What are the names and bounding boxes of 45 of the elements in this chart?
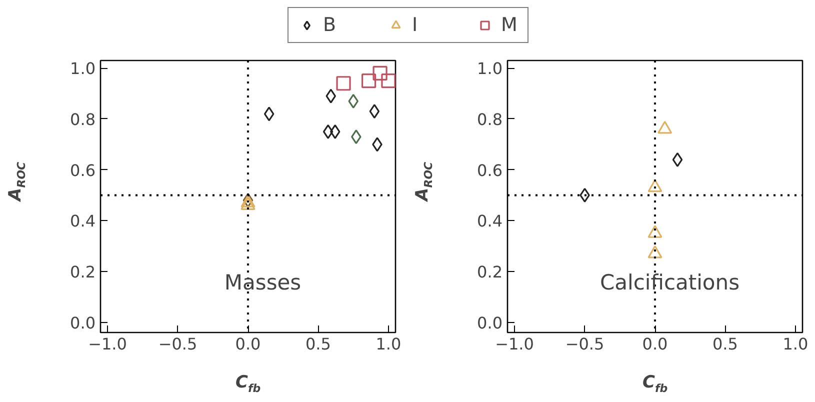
point [362, 74, 376, 88]
y-tick-label: 0.0 [477, 313, 503, 332]
y-tick-label: 0.0 [70, 313, 96, 332]
y-tick-label: 1.0 [477, 59, 503, 78]
annotation: Calcifications [600, 270, 740, 294]
point [330, 124, 340, 139]
point [336, 76, 351, 91]
y-axis-title: AROC [412, 162, 435, 203]
x-tick-label: −0.5 [565, 334, 604, 354]
point [348, 94, 358, 108]
y-tick-label: 0.8 [70, 110, 96, 129]
point [381, 74, 396, 88]
legend-label: B [323, 14, 338, 36]
y-tick-label: 1.0 [70, 59, 96, 78]
annotation: Masses [224, 270, 302, 294]
y-tick-label: 0.6 [477, 160, 503, 180]
x-tick-label: 0.5 [712, 334, 738, 354]
point [648, 245, 662, 258]
point [240, 197, 256, 210]
y-tick-label: 0.4 [477, 212, 503, 231]
x-tick-label: −0.5 [158, 334, 198, 354]
point [264, 106, 274, 122]
y-tick-label: 0.8 [477, 110, 503, 129]
x-tick-label: 0.0 [235, 334, 261, 354]
x-tick-label: 0.5 [306, 334, 331, 354]
legend-label: I [412, 14, 419, 36]
point [658, 120, 672, 134]
point [326, 88, 336, 104]
x-tick-label: −1.0 [88, 334, 127, 354]
point [372, 137, 382, 152]
y-axis-title: AROC [6, 162, 28, 203]
x-tick-label: 1.0 [782, 334, 808, 354]
y-tick-label: 0.6 [70, 160, 96, 180]
legend-label: M [501, 14, 518, 36]
y-tick-label: 0.4 [70, 212, 96, 231]
point [648, 179, 662, 192]
point [322, 124, 334, 139]
y-tick-label: 0.2 [70, 262, 96, 282]
y-tick-label: 0.2 [477, 262, 503, 282]
point [372, 66, 388, 81]
x-tick-label: 1.0 [376, 334, 402, 354]
point [648, 225, 662, 238]
point [369, 104, 380, 119]
x-tick-label: −1.0 [495, 334, 534, 354]
x-tick-label: 0.0 [642, 334, 668, 354]
